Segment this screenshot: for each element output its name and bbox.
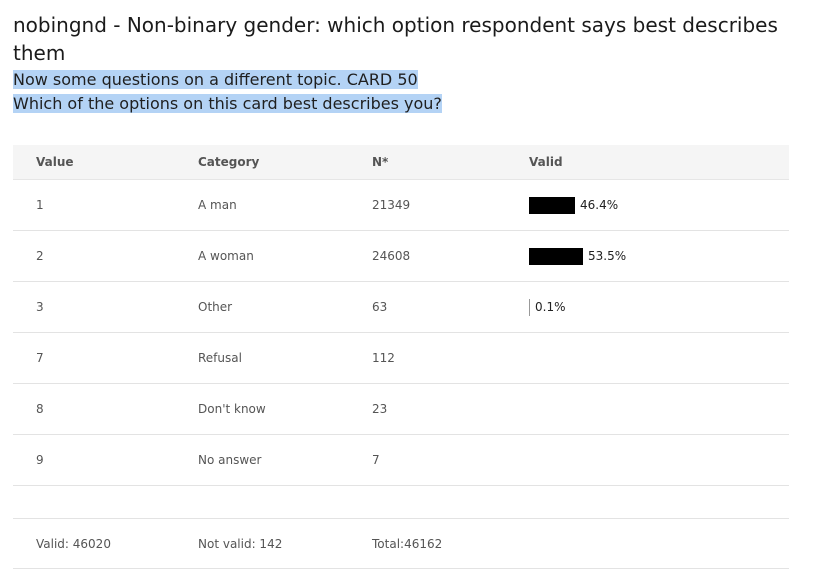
row-n: 23 (372, 402, 388, 416)
table-row: 2 A woman 24608 53.5% (13, 231, 789, 282)
header-n: N* (372, 155, 389, 169)
valid-bar (529, 298, 530, 316)
row-valid: 53.5% (529, 231, 626, 281)
row-n: 24608 (372, 249, 411, 263)
row-valid: 46.4% (529, 180, 618, 230)
table-row: 8 Don't know 23 (13, 384, 789, 435)
row-value: 8 (36, 402, 44, 416)
row-category: Refusal (198, 351, 242, 365)
row-value: 3 (36, 300, 44, 314)
header-valid: Valid (529, 155, 563, 169)
valid-percent: 46.4% (580, 198, 619, 212)
variable-title: nobingnd - Non-binary gender: which opti… (13, 13, 778, 65)
row-category: Other (198, 300, 233, 314)
row-value: 2 (36, 249, 44, 263)
row-n: 63 (372, 300, 388, 314)
row-value: 9 (36, 453, 44, 467)
table-spacer (13, 486, 789, 519)
row-category: A woman (198, 249, 254, 263)
table-row: 7 Refusal 112 (13, 333, 789, 384)
row-valid: 0.1% (529, 282, 566, 332)
row-value: 7 (36, 351, 44, 365)
row-n: 21349 (372, 198, 411, 212)
table-row: 1 A man 21349 46.4% (13, 180, 789, 231)
row-value: 1 (36, 198, 44, 212)
question-line-1: Now some questions on a different topic.… (13, 70, 418, 89)
question-text: Now some questions on a different topic.… (13, 68, 442, 116)
valid-bar (529, 247, 583, 265)
question-line-2: Which of the options on this card best d… (13, 94, 442, 113)
row-category: Don't know (198, 402, 266, 416)
valid-percent: 53.5% (588, 249, 627, 263)
header-category: Category (198, 155, 260, 169)
frequency-table: Value Category N* Valid 1 A man 21349 46… (13, 145, 789, 569)
table-footer: Valid: 46020 Not valid: 142 Total:46162 (13, 519, 789, 569)
table-row: 3 Other 63 0.1% (13, 282, 789, 333)
row-category: A man (198, 198, 237, 212)
footer-total: Total:46162 (372, 536, 443, 551)
row-n: 7 (372, 453, 380, 467)
row-n: 112 (372, 351, 395, 365)
valid-bar (529, 196, 575, 214)
footer-not-valid: Not valid: 142 (198, 536, 283, 551)
table-header: Value Category N* Valid (13, 145, 789, 180)
footer-valid: Valid: 46020 (36, 536, 111, 551)
table-row: 9 No answer 7 (13, 435, 789, 486)
valid-percent: 0.1% (535, 300, 566, 314)
row-category: No answer (198, 453, 262, 467)
header-value: Value (36, 155, 74, 169)
